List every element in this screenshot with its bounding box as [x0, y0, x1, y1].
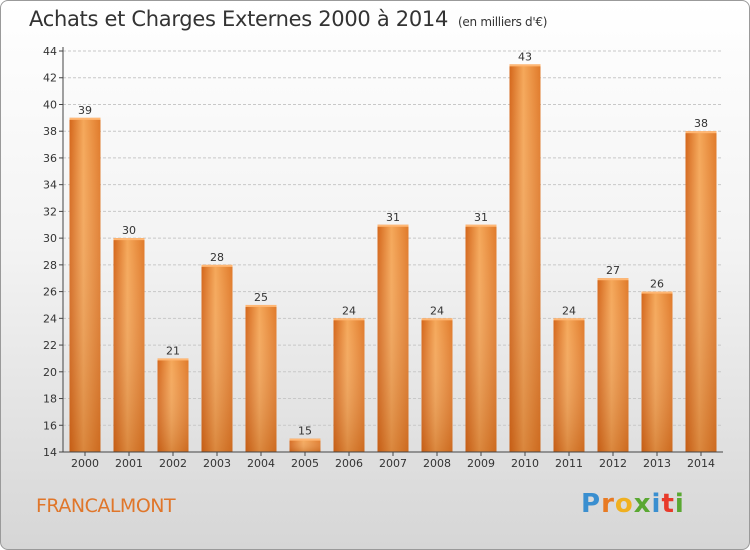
x-tick-label: 2005: [291, 457, 319, 470]
data-label: 27: [606, 264, 620, 277]
bar-shade: [421, 318, 453, 452]
bar-top: [641, 291, 673, 294]
bar-top: [421, 318, 453, 321]
x-tick-label: 2004: [247, 457, 275, 470]
bar-shade: [245, 304, 277, 452]
x-tick-label: 2011: [555, 457, 583, 470]
data-label: 38: [694, 117, 708, 130]
data-label: 28: [210, 251, 224, 264]
bar-shade: [641, 291, 673, 452]
bar-shade: [289, 438, 321, 452]
bar-top: [465, 224, 497, 227]
bar-shade: [465, 224, 497, 452]
data-label: 24: [562, 304, 576, 317]
x-tick-label: 2002: [159, 457, 187, 470]
data-label: 31: [474, 211, 488, 224]
y-tick-label: 38: [43, 125, 57, 138]
data-label: 24: [342, 304, 356, 317]
x-tick-label: 2001: [115, 457, 143, 470]
x-tick-label: 2003: [203, 457, 231, 470]
logo-letter: P: [581, 489, 602, 519]
x-tick-label: 2006: [335, 457, 363, 470]
data-label: 30: [122, 224, 136, 237]
bar-shade: [685, 131, 717, 452]
bar-shade: [157, 358, 189, 452]
bar-top: [685, 131, 717, 134]
data-label: 43: [518, 50, 532, 63]
data-label: 25: [254, 291, 268, 304]
chart-title: Achats et Charges Externes 2000 à 2014 (e…: [29, 7, 547, 31]
bar-shade: [509, 64, 541, 452]
bar-top: [157, 358, 189, 361]
bar-top: [245, 304, 277, 307]
data-label: 21: [166, 344, 180, 357]
logo-letter: o: [614, 489, 634, 519]
bar-top: [553, 318, 585, 321]
bar-top: [377, 224, 409, 227]
logo-letter: x: [633, 489, 652, 519]
bar-top: [597, 278, 629, 281]
y-tick-label: 28: [43, 259, 57, 272]
bar-shade: [69, 117, 101, 452]
logo-letter: i: [651, 489, 662, 519]
x-tick-label: 2014: [687, 457, 715, 470]
data-label: 26: [650, 278, 664, 291]
bar-shade: [113, 238, 145, 452]
bar-top: [509, 64, 541, 67]
data-label: 39: [78, 104, 92, 117]
data-label: 15: [298, 425, 312, 438]
y-tick-label: 18: [43, 393, 57, 406]
x-tick-label: 2013: [643, 457, 671, 470]
y-tick-label: 40: [43, 98, 57, 111]
y-tick-label: 20: [43, 366, 57, 379]
chart-title-text: Achats et Charges Externes 2000 à 2014: [29, 7, 449, 31]
bar-shade: [333, 318, 365, 452]
bar-shade: [553, 318, 585, 452]
data-label: 24: [430, 304, 444, 317]
y-tick-label: 16: [43, 419, 57, 432]
x-tick-label: 2008: [423, 457, 451, 470]
bar-shade: [597, 278, 629, 452]
logo-letter: t: [661, 489, 675, 519]
y-tick-label: 24: [43, 312, 57, 325]
logo-letter: i: [674, 489, 685, 519]
y-tick-label: 34: [43, 179, 57, 192]
bar-top: [113, 238, 145, 241]
y-tick-label: 42: [43, 72, 57, 85]
commune-name: FRANCALMONT: [36, 495, 176, 517]
bar-shade: [201, 264, 233, 452]
x-tick-label: 2000: [71, 457, 99, 470]
chart-unit-note: (en milliers d'€): [458, 15, 548, 29]
y-tick-label: 44: [43, 45, 57, 58]
bar-top: [333, 318, 365, 321]
y-tick-label: 14: [43, 446, 57, 459]
bar-top: [289, 438, 321, 441]
data-label: 31: [386, 211, 400, 224]
bar-shade: [377, 224, 409, 452]
y-tick-label: 32: [43, 205, 57, 218]
y-tick-label: 26: [43, 286, 57, 299]
y-tick-label: 22: [43, 339, 57, 352]
y-tick-label: 30: [43, 232, 57, 245]
x-tick-label: 2009: [467, 457, 495, 470]
proxiti-logo: Proxiti: [581, 489, 685, 519]
x-tick-label: 2010: [511, 457, 539, 470]
x-tick-label: 2007: [379, 457, 407, 470]
logo-letter: r: [601, 489, 615, 519]
bar-top: [201, 264, 233, 267]
bar-top: [69, 117, 101, 120]
x-tick-label: 2012: [599, 457, 627, 470]
y-tick-label: 36: [43, 152, 57, 165]
